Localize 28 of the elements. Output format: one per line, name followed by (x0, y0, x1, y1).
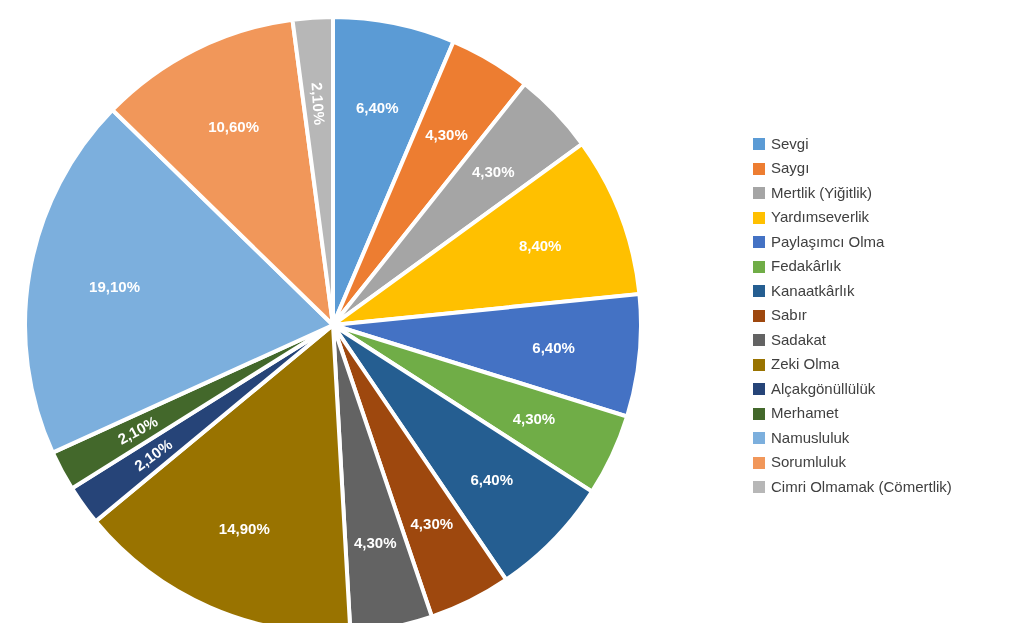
data-label: 4,30% (353, 534, 397, 552)
legend-label: Sabır (771, 305, 807, 326)
data-label: 6,40% (470, 471, 514, 489)
legend-label: Cimri Olmamak (Cömertlik) (771, 476, 952, 497)
data-label: 14,90% (218, 519, 270, 537)
data-label: 2,10% (308, 81, 329, 126)
legend-label: Fedakârlık (771, 256, 842, 277)
legend-label: Paylaşımcı Olma (771, 231, 885, 252)
legend-label: Yardımseverlik (771, 207, 870, 228)
legend-label: Sadakat (771, 329, 827, 350)
legend-label: Merhamet (771, 403, 839, 424)
data-label: 8,40% (518, 237, 562, 255)
data-label: 6,40% (532, 338, 575, 356)
legend-label: Mertlik (Yiğitlik) (771, 182, 873, 203)
legend-label: Sorumluluk (771, 452, 847, 473)
data-label: 4,30% (471, 163, 515, 181)
legend-label: Sevgi (771, 133, 809, 154)
legend-label: Kanaatkârlık (771, 280, 855, 301)
data-label: 6,40% (356, 99, 399, 117)
legend-label: Zeki Olma (771, 354, 840, 375)
data-label: 10,60% (208, 118, 259, 136)
legend-label: Namusluluk (771, 427, 850, 448)
data-label: 4,30% (425, 125, 468, 143)
data-label: 19,10% (89, 278, 140, 296)
legend-label: Alçakgönüllülük (771, 378, 876, 399)
data-label: 4,30% (410, 515, 454, 533)
legend-label: Saygı (771, 158, 810, 179)
data-label: 4,30% (512, 410, 556, 428)
